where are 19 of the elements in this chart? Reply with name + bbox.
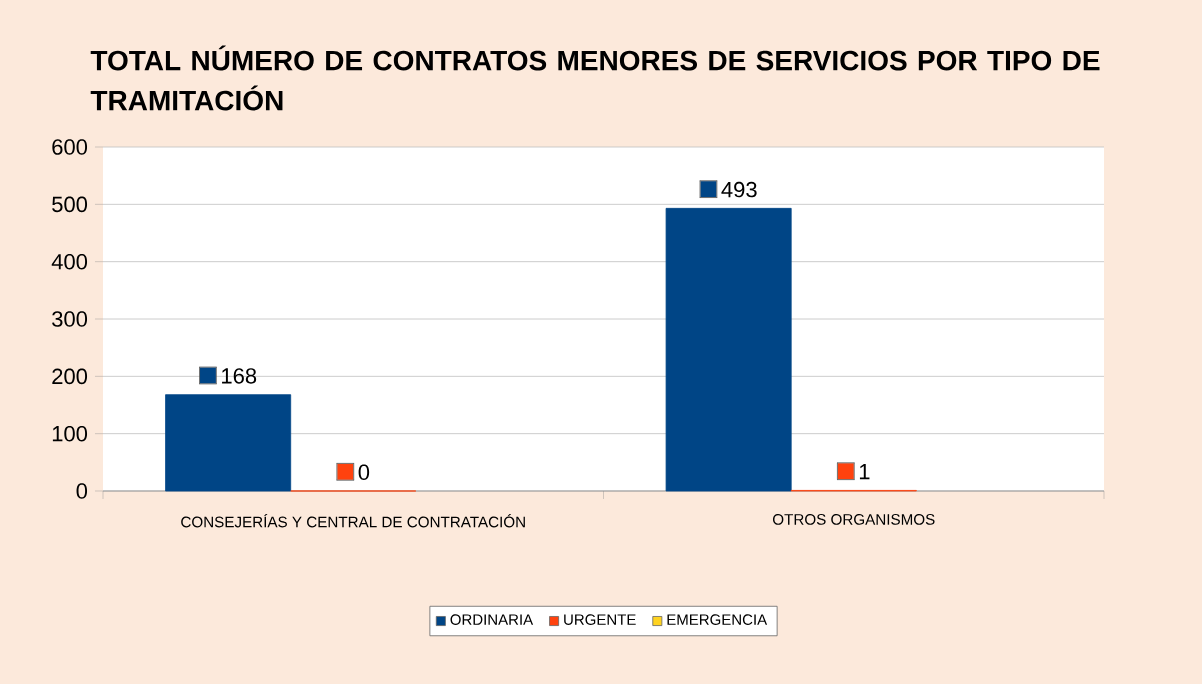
data-label: 1 — [859, 464, 870, 480]
legend-label: ORDINARIA — [450, 614, 534, 625]
bar — [165, 394, 292, 492]
legend-label: URGENTE — [564, 614, 636, 625]
data-label: 168 — [222, 368, 257, 384]
data-label: 0 — [358, 464, 370, 481]
y-tick-label: 0 — [76, 483, 88, 499]
x-tick-label: CONSEJERÍAS Y CENTRAL DE CONTRATACIÓN — [181, 514, 525, 528]
data-label: 493 — [721, 181, 757, 198]
y-tick-label: 200 — [52, 368, 88, 385]
y-tick-label: 100 — [52, 425, 88, 442]
legend-label: EMERGENCIA — [667, 614, 768, 625]
y-tick-label: 300 — [52, 311, 88, 327]
y-tick-label: 400 — [51, 253, 88, 270]
chart-title: TOTAL NÚMERO DE CONTRATOS MENORES DE SERVICIOS POR TIPO DE TRAMITACIÓN — [90, 45, 1100, 111]
y-tick-label: 500 — [52, 196, 88, 213]
x-tick-label: OTROS ORGANISMOS — [772, 514, 935, 525]
y-tick-label: 600 — [52, 139, 88, 155]
bar — [665, 207, 792, 492]
